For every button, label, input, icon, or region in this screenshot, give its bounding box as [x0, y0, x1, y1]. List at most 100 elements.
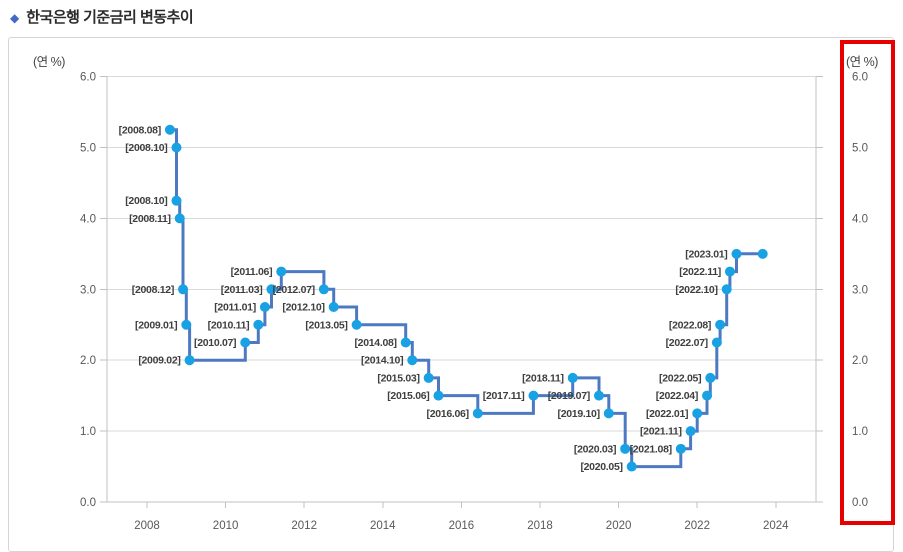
y-tick-label-left: 2.0 [80, 355, 96, 367]
data-point-marker [184, 355, 195, 366]
data-point-marker [171, 142, 182, 153]
chart-panel [8, 37, 894, 552]
data-point-marker [266, 284, 277, 295]
data-point-marker [702, 390, 713, 401]
data-point-marker [181, 319, 192, 330]
y-tick-label-left: 3.0 [80, 284, 96, 296]
y-axis-unit-label-left: (연 %) [33, 55, 65, 69]
y-tick-label-right: 0.0 [852, 497, 868, 509]
data-point-marker [711, 337, 722, 348]
data-point-marker [407, 355, 418, 366]
data-point-label: [2017.11] [483, 390, 525, 402]
data-point-label: [2008.10] [125, 142, 167, 154]
data-point-label: [2022.07] [666, 337, 708, 349]
x-tick-label: 2018 [527, 520, 553, 532]
y-tick-label-right: 3.0 [852, 284, 868, 296]
data-point-marker [472, 408, 483, 419]
data-point-marker [685, 426, 696, 437]
data-point-marker [675, 443, 686, 454]
data-point-label: [2015.06] [387, 390, 429, 402]
data-point-marker [259, 302, 270, 313]
data-point-label: [2008.08] [119, 124, 161, 136]
data-point-marker [593, 390, 604, 401]
data-point-marker [692, 408, 703, 419]
data-point-marker [705, 372, 716, 383]
data-point-label: [2009.01] [135, 319, 177, 331]
data-point-label: [2010.11] [208, 319, 250, 331]
data-point-marker [171, 195, 182, 206]
y-tick-label-right: 1.0 [852, 426, 868, 438]
data-point-label: [2020.03] [574, 443, 616, 455]
data-point-marker [174, 213, 185, 224]
data-point-label: [2019.10] [558, 408, 600, 420]
y-tick-label-right: 4.0 [852, 213, 868, 225]
data-point-label: [2022.10] [675, 284, 717, 296]
x-tick-label: 2024 [763, 520, 789, 532]
x-tick-label: 2020 [606, 520, 632, 532]
rate-chart: 0.0 0.0 1.0 1.0 2.0 2.0 3.0 3.0 4.0 4.0 5.0 5.0 6.0 6… [80, 72, 868, 532]
y-tick-label-left: 6.0 [80, 72, 96, 84]
data-point-label: [2014.10] [361, 355, 403, 367]
data-point-label: [2012.10] [282, 302, 324, 314]
y-axis-unit-label-right: (연 %) [846, 55, 878, 69]
x-tick-label: 2016 [449, 520, 475, 532]
data-point-marker [721, 284, 732, 295]
y-tick-label-right: 5.0 [852, 143, 868, 155]
data-point-label: [2016.06] [427, 408, 469, 420]
data-point-marker [328, 302, 339, 313]
page-title: ◆ 한국은행 기준금리 변동추이 [10, 6, 194, 27]
y-tick-label-left: 5.0 [80, 143, 96, 155]
data-point-marker [433, 390, 444, 401]
y-tick-label-right: 2.0 [852, 355, 868, 367]
data-point-marker [620, 443, 631, 454]
data-point-label: [2008.11] [129, 213, 171, 225]
data-point-marker [757, 248, 768, 259]
data-point-marker [318, 284, 329, 295]
data-point-marker [164, 124, 175, 135]
data-point-marker [731, 248, 742, 259]
data-point-label: [2014.08] [354, 337, 396, 349]
data-point-label: [2010.07] [194, 337, 236, 349]
data-point-label: [2021.11] [640, 426, 682, 438]
data-point-label: [2019.07] [548, 390, 590, 402]
data-point-marker [400, 337, 411, 348]
data-point-marker [276, 266, 287, 277]
data-point-label: [2020.05] [580, 461, 622, 473]
data-point-label: [2008.10] [125, 195, 167, 207]
data-point-marker [603, 408, 614, 419]
data-point-label: [2015.03] [377, 372, 419, 384]
data-point-marker [715, 319, 726, 330]
data-point-label: [2022.08] [669, 319, 711, 331]
x-tick-label: 2010 [213, 520, 239, 532]
data-point-label: [2011.03] [221, 284, 263, 296]
data-point-label: [2022.11] [679, 266, 721, 278]
data-point-marker [567, 372, 578, 383]
data-point-marker [626, 461, 637, 472]
data-point-marker [528, 390, 539, 401]
data-point-label: [2011.06] [231, 266, 273, 278]
data-point-label: [2013.05] [305, 319, 347, 331]
data-point-label: [2021.08] [630, 443, 672, 455]
x-tick-label: 2022 [684, 520, 710, 532]
x-tick-label: 2012 [291, 520, 317, 532]
data-point-marker [351, 319, 362, 330]
y-tick-label-left: 0.0 [80, 497, 96, 509]
data-point-marker [423, 372, 434, 383]
x-tick-label: 2008 [134, 520, 160, 532]
data-point-label: [2009.02] [138, 355, 180, 367]
data-point-label: [2022.01] [646, 408, 688, 420]
page-title-text: 한국은행 기준금리 변동추이 [26, 9, 194, 26]
diamond-bullet-icon: ◆ [10, 10, 20, 25]
data-point-marker [724, 266, 735, 277]
y-tick-label-left: 1.0 [80, 426, 96, 438]
data-point-label: [2022.05] [659, 372, 701, 384]
y-tick-label-right: 6.0 [852, 72, 868, 84]
x-tick-label: 2014 [370, 520, 396, 532]
data-point-label: [2008.12] [132, 284, 174, 296]
data-point-marker [178, 284, 189, 295]
y-tick-label-left: 4.0 [80, 213, 96, 225]
data-point-label: [2022.04] [656, 390, 698, 402]
data-point-marker [240, 337, 251, 348]
data-point-marker [253, 319, 264, 330]
data-point-label: [2011.01] [214, 302, 256, 314]
